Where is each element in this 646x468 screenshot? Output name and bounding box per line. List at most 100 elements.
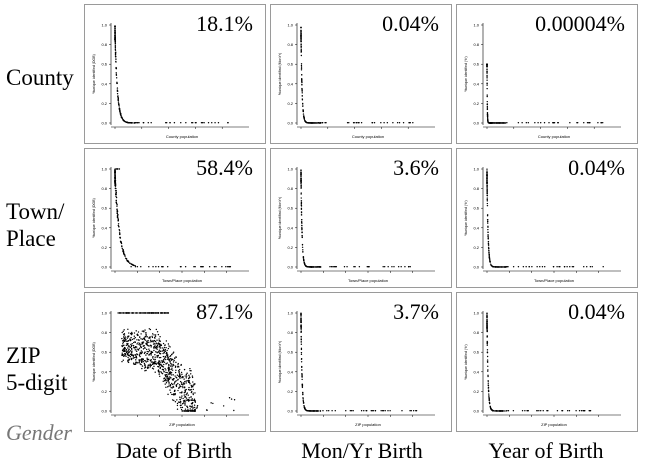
data-point bbox=[332, 266, 334, 268]
data-point bbox=[215, 266, 217, 268]
data-point bbox=[141, 330, 144, 332]
data-point bbox=[200, 266, 202, 268]
data-point bbox=[114, 52, 117, 54]
data-point bbox=[180, 397, 183, 399]
data-point bbox=[175, 361, 177, 364]
data-point bbox=[144, 329, 146, 331]
data-point bbox=[193, 266, 195, 268]
data-point bbox=[506, 410, 508, 412]
data-point bbox=[156, 356, 158, 358]
data-point bbox=[301, 234, 303, 237]
data-point bbox=[548, 122, 550, 124]
data-point bbox=[495, 266, 498, 268]
data-point bbox=[179, 373, 181, 375]
data-point bbox=[486, 335, 488, 337]
data-point bbox=[161, 350, 164, 352]
data-point bbox=[153, 336, 156, 339]
data-point bbox=[158, 344, 161, 346]
data-point bbox=[116, 211, 119, 213]
data-point bbox=[409, 266, 411, 268]
data-point bbox=[168, 358, 170, 361]
data-point bbox=[227, 122, 229, 124]
data-point bbox=[189, 399, 191, 401]
data-point bbox=[172, 379, 174, 381]
data-point bbox=[171, 393, 173, 396]
data-point bbox=[114, 46, 117, 48]
data-point bbox=[572, 266, 575, 268]
col-label-dob: Date of Birth bbox=[115, 438, 233, 463]
data-point bbox=[125, 351, 128, 354]
y-tick-label: 0.8 bbox=[473, 330, 479, 335]
data-point bbox=[521, 410, 524, 412]
data-point bbox=[196, 404, 199, 407]
data-point bbox=[155, 328, 158, 331]
data-point bbox=[589, 122, 591, 124]
y-axis-label: %unique identified (DOB) bbox=[92, 54, 96, 94]
data-point bbox=[151, 336, 154, 339]
panel-county-yr: 0.0 0.2 0.4 0.6 0.8 1.0 County population %uniq… bbox=[456, 4, 638, 144]
data-point bbox=[136, 353, 139, 356]
data-point bbox=[155, 351, 157, 353]
data-point bbox=[303, 116, 305, 118]
data-point bbox=[208, 266, 211, 268]
data-point bbox=[163, 380, 166, 382]
data-point bbox=[552, 266, 555, 268]
data-point bbox=[302, 391, 304, 394]
data-point bbox=[191, 390, 193, 393]
data-point bbox=[122, 355, 125, 357]
data-point bbox=[135, 356, 137, 358]
data-point bbox=[301, 89, 303, 91]
data-point bbox=[158, 343, 161, 345]
data-point bbox=[193, 404, 196, 406]
data-point bbox=[183, 392, 186, 394]
data-point bbox=[176, 408, 179, 410]
data-point bbox=[158, 360, 160, 362]
data-point bbox=[301, 386, 304, 389]
data-point bbox=[349, 410, 352, 412]
y-tick-label: 0.4 bbox=[101, 225, 107, 230]
data-point bbox=[169, 389, 171, 391]
data-point bbox=[133, 338, 135, 340]
data-point bbox=[189, 367, 191, 370]
data-point bbox=[358, 266, 361, 268]
data-point bbox=[146, 357, 148, 359]
data-point bbox=[528, 266, 530, 268]
data-point bbox=[165, 363, 167, 365]
data-point bbox=[500, 122, 502, 124]
data-point bbox=[115, 192, 117, 194]
data-point bbox=[578, 410, 581, 412]
data-point bbox=[122, 354, 124, 357]
data-point bbox=[140, 333, 142, 335]
data-point bbox=[382, 266, 384, 268]
data-point bbox=[182, 402, 185, 404]
data-point bbox=[124, 352, 126, 355]
data-point bbox=[130, 345, 133, 348]
data-point bbox=[120, 116, 123, 118]
row-label-zip: ZIP 5-digit bbox=[6, 342, 67, 396]
data-point bbox=[135, 330, 137, 332]
data-point bbox=[121, 247, 123, 250]
data-point bbox=[301, 81, 303, 83]
data-point bbox=[489, 260, 491, 262]
data-point bbox=[303, 404, 305, 407]
data-point bbox=[300, 32, 302, 34]
data-point bbox=[488, 259, 491, 261]
data-point bbox=[228, 266, 230, 268]
data-point bbox=[117, 99, 119, 101]
data-point bbox=[161, 360, 163, 363]
data-point bbox=[301, 373, 303, 375]
data-point bbox=[546, 410, 548, 412]
data-point bbox=[539, 266, 541, 268]
data-point bbox=[146, 367, 149, 369]
data-point bbox=[163, 358, 165, 361]
data-point bbox=[115, 77, 118, 79]
data-point bbox=[371, 122, 373, 124]
data-point bbox=[153, 346, 155, 348]
data-point bbox=[597, 122, 599, 124]
data-point bbox=[124, 354, 126, 356]
data-point bbox=[134, 122, 137, 124]
data-point bbox=[149, 328, 152, 331]
data-point bbox=[314, 122, 317, 124]
data-point bbox=[177, 365, 180, 368]
data-point bbox=[486, 71, 488, 74]
